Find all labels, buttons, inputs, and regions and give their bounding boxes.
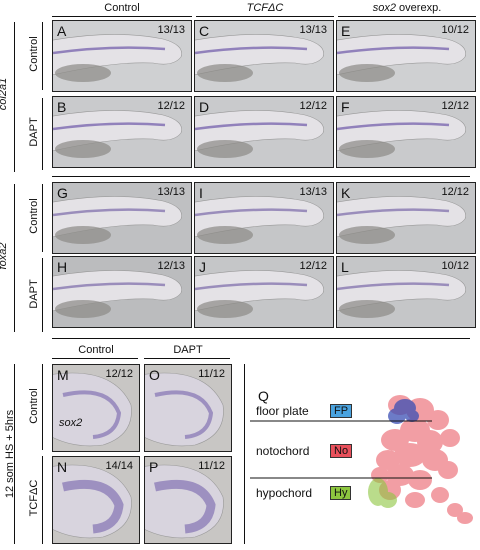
panel-letter: C xyxy=(199,23,210,39)
panel-count: 13/13 xyxy=(157,24,185,36)
row-dapt-bracket xyxy=(42,98,43,170)
panel-C: C 13/13 xyxy=(194,20,334,92)
panel-letter: K xyxy=(341,185,351,201)
header-control-line xyxy=(52,16,192,17)
foxa2-bracket xyxy=(14,184,15,332)
panel-count: 12/13 xyxy=(157,260,185,272)
panel-A: A 13/13 xyxy=(52,20,192,92)
panel-letter: N xyxy=(57,459,68,475)
cell-distribution-diagram xyxy=(250,395,473,524)
panel-count: 12/12 xyxy=(157,100,185,112)
section-divider-2 xyxy=(52,338,470,339)
panel-G: G 13/13 xyxy=(52,182,192,254)
panel-letter: P xyxy=(149,459,159,475)
panel-letter: J xyxy=(199,259,206,275)
panel-letter: G xyxy=(57,185,68,201)
panel-count: 14/14 xyxy=(105,460,133,472)
sox2-label: sox2 xyxy=(59,417,83,429)
gene-label-foxa2: foxa2 xyxy=(0,242,9,270)
row-label-dapt-2: DAPT xyxy=(28,279,40,309)
legend-notochord-label: notochord xyxy=(256,444,310,458)
row-control-bracket-2 xyxy=(42,184,43,252)
panel-letter: M xyxy=(57,367,69,383)
legend-floor-plate-label: floor plate xyxy=(256,404,309,418)
panel-I: I 13/13 xyxy=(194,182,334,254)
panel-D: D 12/12 xyxy=(194,96,334,168)
panel-count: 13/13 xyxy=(299,186,327,198)
panel-count: 10/12 xyxy=(441,260,469,272)
bottom-header-dapt: DAPT xyxy=(173,344,203,356)
bottom-header-dapt-line xyxy=(144,358,230,359)
bottom-row-label-tcf: TCFΔC xyxy=(28,479,40,517)
hypochord-cells xyxy=(368,478,397,508)
header-sox2-line xyxy=(338,16,476,17)
bottom-row-label-control: Control xyxy=(28,388,40,424)
panel-letter: H xyxy=(57,259,68,275)
bottom-header-control-line xyxy=(52,358,138,359)
panel-O: O 11/12 xyxy=(144,364,232,452)
gene-label-col2a1: col2a1 xyxy=(0,77,9,111)
header-tcf-line xyxy=(196,16,334,17)
bottom-side-label: 12 som HS + 5hrs xyxy=(4,409,16,499)
panel-count: 12/12 xyxy=(299,100,327,112)
header-sox2: sox2 overexp. xyxy=(372,2,442,14)
panel-J: J 12/12 xyxy=(194,256,334,328)
panel-letter: F xyxy=(341,99,350,115)
bottom-header-control: Control xyxy=(78,344,114,356)
legend-hypochord-label: hypochord xyxy=(256,486,313,500)
panel-F: F 12/12 xyxy=(336,96,476,168)
panel-letter: O xyxy=(149,367,160,383)
panel-B: B 12/12 xyxy=(52,96,192,168)
row-control-bracket xyxy=(42,22,43,90)
row-label-dapt-1: DAPT xyxy=(28,117,40,147)
panel-L: L 10/12 xyxy=(336,256,476,328)
panel-count: 12/12 xyxy=(441,186,469,198)
panel-letter: I xyxy=(199,185,203,201)
panel-count: 12/12 xyxy=(299,260,327,272)
bottom-row-tcf-bracket xyxy=(42,456,43,544)
legend-notochord-tag: No xyxy=(330,444,353,458)
panel-letter: L xyxy=(341,259,349,275)
header-control: Control xyxy=(104,2,140,14)
bottom-right-divider xyxy=(244,364,245,544)
panel-count: 11/12 xyxy=(198,460,225,472)
panel-count: 10/12 xyxy=(441,24,469,36)
panel-K: K 12/12 xyxy=(336,182,476,254)
col2a1-bracket xyxy=(14,22,15,172)
panel-M: M 12/12 sox2 xyxy=(52,364,140,452)
panel-count: 11/12 xyxy=(198,368,225,380)
header-tcf: TCFΔC xyxy=(246,2,284,14)
floor-plate-cells xyxy=(388,399,419,424)
bottom-side-bracket xyxy=(14,364,15,544)
panel-P: P 11/12 xyxy=(144,456,232,544)
row-label-control-2: Control xyxy=(28,198,40,234)
row-label-control-1: Control xyxy=(28,36,40,72)
panel-letter: A xyxy=(57,23,67,39)
panel-letter: D xyxy=(199,99,210,115)
panel-letter: B xyxy=(57,99,67,115)
panel-count: 13/13 xyxy=(157,186,185,198)
panel-letter: E xyxy=(341,23,351,39)
panel-count: 12/12 xyxy=(441,100,469,112)
panel-count: 13/13 xyxy=(299,24,327,36)
section-divider-1 xyxy=(52,176,470,177)
panel-H: H 12/13 xyxy=(52,256,192,328)
bottom-row-control-bracket xyxy=(42,364,43,450)
panel-N: N 14/14 xyxy=(52,456,140,544)
panel-letter-Q: Q xyxy=(258,388,269,404)
legend-hypochord-tag: Hy xyxy=(330,486,352,500)
row-dapt-bracket-2 xyxy=(42,258,43,332)
panel-E: E 10/12 xyxy=(336,20,476,92)
panel-count: 12/12 xyxy=(105,368,133,380)
legend-floor-plate-tag: FP xyxy=(330,404,353,418)
